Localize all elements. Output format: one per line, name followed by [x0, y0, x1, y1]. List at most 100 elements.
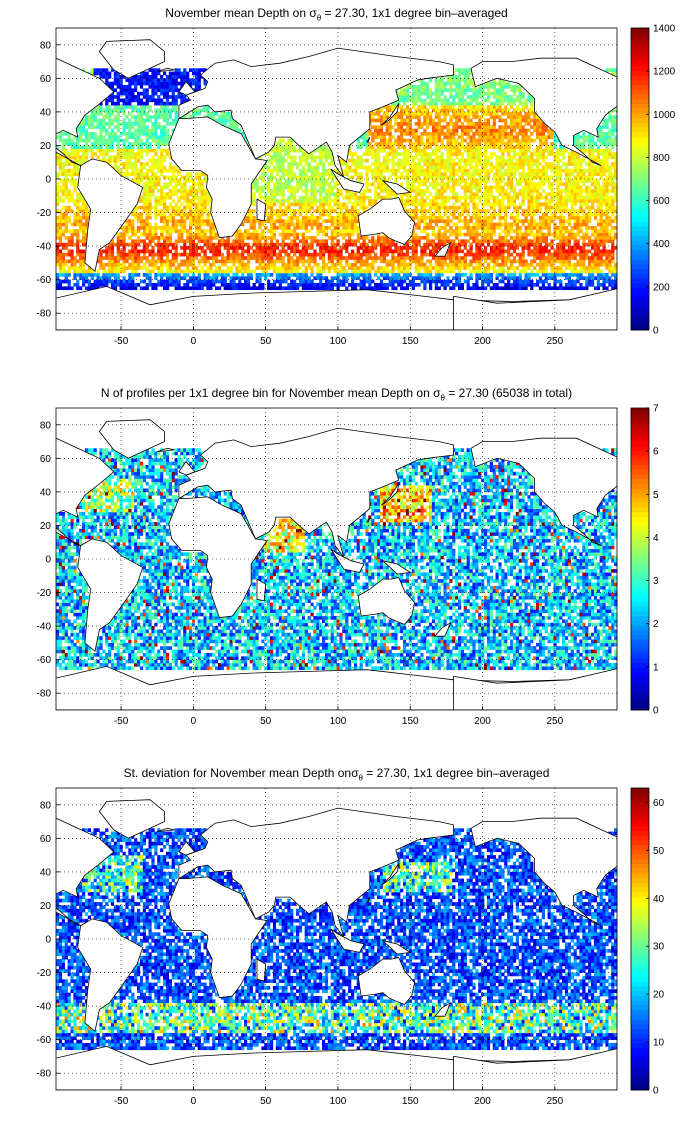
heat-cell: [203, 219, 207, 223]
heat-cell: [466, 202, 470, 207]
heat-cell: [342, 269, 346, 274]
heat-cell: [434, 273, 438, 277]
heat-cell: [541, 172, 545, 176]
heat-cell: [579, 165, 583, 170]
heat-cell: [287, 276, 291, 280]
heat-cell: [238, 239, 242, 244]
heat-cell: [377, 179, 381, 183]
heat-cell: [460, 262, 464, 267]
heat-cell: [267, 168, 271, 173]
heat-cell: [475, 232, 479, 237]
heat-cell: [356, 199, 360, 203]
heat-cell: [174, 179, 178, 183]
heat-cell: [232, 239, 236, 244]
heat-cell: [298, 195, 303, 200]
heat-cell: [423, 162, 427, 166]
heat-cell: [585, 205, 589, 210]
heat-cell: [579, 222, 583, 227]
heat-cell: [576, 232, 580, 237]
heat-cell: [290, 246, 294, 250]
heat-cell: [110, 239, 115, 244]
heat-cell: [478, 195, 482, 200]
heat-cell: [134, 249, 138, 254]
heat-cell: [246, 262, 251, 267]
heat-cell: [327, 195, 331, 200]
heat-cell: [408, 175, 412, 180]
heat-cell: [206, 222, 210, 227]
heat-cell: [400, 256, 404, 260]
heat-cell: [200, 239, 204, 244]
heat-cell: [443, 189, 447, 193]
heat-cell: [371, 168, 375, 173]
heat-cell: [296, 189, 300, 193]
heat-cell: [293, 199, 297, 203]
heat-cell: [440, 226, 444, 230]
heat-cell: [119, 172, 123, 176]
heat-cell: [524, 283, 528, 287]
heat-cell: [611, 205, 615, 210]
heat-cell: [64, 236, 68, 240]
heat-cell: [110, 262, 115, 267]
heat-cell: [608, 283, 612, 287]
heat-cell: [533, 189, 537, 193]
heat-cell: [489, 232, 493, 237]
heat-cell: [541, 179, 545, 183]
heat-cell: [495, 256, 499, 260]
heat-cell: [73, 162, 77, 166]
heat-cell: [324, 229, 329, 233]
heat-cell: [512, 249, 517, 254]
heat-cell: [145, 229, 149, 233]
heat-cell: [420, 246, 424, 250]
heat-cell: [524, 273, 528, 277]
heat-cell: [501, 256, 505, 260]
heat-cell: [122, 259, 126, 264]
heat-cell: [530, 195, 534, 200]
heat-cell: [139, 222, 144, 227]
heat-cell: [134, 283, 138, 287]
heat-cell: [553, 209, 557, 213]
heat-cell: [582, 212, 586, 217]
heat-cell: [414, 256, 418, 260]
heat-cell: [570, 172, 574, 176]
heat-cell: [290, 175, 294, 180]
heat-cell: [102, 269, 106, 274]
heat-cell: [486, 202, 491, 207]
heat-cell: [486, 219, 491, 223]
heat-cell: [573, 269, 577, 274]
heat-cell: [573, 162, 577, 166]
heat-cell: [177, 262, 181, 267]
heat-cell: [235, 242, 239, 247]
heat-cell: [238, 242, 242, 247]
heat-cell: [168, 283, 172, 287]
heat-cell: [148, 239, 152, 244]
heat-cell: [108, 249, 112, 254]
heat-cell: [261, 219, 265, 223]
heat-cell: [576, 222, 580, 227]
heat-cell: [605, 276, 609, 280]
heat-cell: [394, 246, 398, 250]
heat-cell: [209, 236, 213, 240]
heat-cell: [226, 256, 230, 260]
heat-cell: [293, 185, 297, 190]
heat-cell: [301, 283, 305, 287]
heat-cell: [507, 286, 511, 291]
heat-cell: [275, 279, 279, 284]
heat-cell: [168, 205, 172, 210]
heat-cell: [426, 276, 430, 280]
heat-cell: [298, 179, 303, 183]
heat-cell: [440, 232, 444, 237]
heat-cell: [469, 259, 473, 264]
heat-cell: [449, 239, 453, 244]
heat-cell: [498, 205, 502, 210]
heat-cell: [160, 249, 164, 254]
heat-cell: [475, 226, 479, 230]
heat-cell: [200, 192, 204, 197]
heat-cell: [281, 229, 285, 233]
heat-cell: [591, 252, 595, 257]
heat-cell: [212, 256, 216, 260]
heat-cell: [472, 236, 476, 240]
heat-cell: [593, 236, 598, 240]
heat-cell: [241, 222, 245, 227]
heat-cell: [116, 266, 120, 270]
heat-cell: [319, 252, 323, 257]
